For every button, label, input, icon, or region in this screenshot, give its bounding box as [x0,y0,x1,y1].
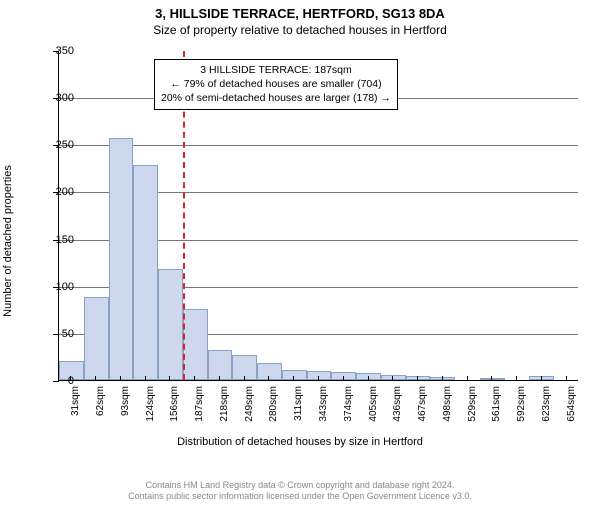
x-tick-label: 529sqm [467,386,478,431]
y-tick-label: 250 [44,139,74,151]
annotation-line: 3 HILLSIDE TERRACE: 187sqm [161,63,391,77]
histogram-bar [529,376,554,380]
x-tick-label: 218sqm [219,386,230,431]
histogram-bar [356,373,381,380]
chart-container: Number of detached properties 3 HILLSIDE… [0,46,600,436]
histogram-bar [183,309,208,380]
y-tick-label: 150 [44,234,74,246]
histogram-bar [331,372,356,380]
x-tick-label: 467sqm [417,386,428,431]
x-tick-label: 561sqm [491,386,502,431]
histogram-bar [232,355,257,380]
page-title: 3, HILLSIDE TERRACE, HERTFORD, SG13 8DA [0,6,600,21]
histogram-bar [84,297,109,380]
x-tick-label: 592sqm [516,386,527,431]
x-tick-label: 280sqm [268,386,279,431]
x-tick-label: 405sqm [368,386,379,431]
y-tick-label: 200 [44,186,74,198]
x-tick-label: 374sqm [343,386,354,431]
x-tick-label: 343sqm [318,386,329,431]
y-axis-label: Number of detached properties [2,165,14,317]
histogram-bar [133,165,158,380]
x-tick-label: 654sqm [566,386,577,431]
footer-line-2: Contains public sector information licen… [0,491,600,502]
annotation-line: 20% of semi-detached houses are larger (… [161,91,391,105]
y-tick-label: 100 [44,281,74,293]
y-tick-label: 300 [44,92,74,104]
x-tick-label: 62sqm [95,386,106,431]
histogram-bar [158,269,183,380]
x-axis-label: Distribution of detached houses by size … [0,436,600,448]
y-tick-label: 350 [44,45,74,57]
gridline [59,145,578,146]
footer-attribution: Contains HM Land Registry data © Crown c… [0,480,600,503]
x-tick-label: 187sqm [194,386,205,431]
y-tick-label: 50 [44,328,74,340]
histogram-bar [257,363,282,380]
x-tick-label: 93sqm [120,386,131,431]
x-tick-label: 623sqm [541,386,552,431]
x-tick-label: 311sqm [293,386,304,431]
x-tick-label: 436sqm [392,386,403,431]
footer-line-1: Contains HM Land Registry data © Crown c… [0,480,600,491]
plot-area: 3 HILLSIDE TERRACE: 187sqm← 79% of detac… [58,51,578,381]
annotation-box: 3 HILLSIDE TERRACE: 187sqm← 79% of detac… [154,59,398,110]
x-tick-label: 156sqm [169,386,180,431]
histogram-bar [430,377,455,380]
histogram-bar [208,350,233,380]
x-tick-label: 498sqm [442,386,453,431]
x-tick-label: 124sqm [145,386,156,431]
annotation-line: ← 79% of detached houses are smaller (70… [161,77,391,91]
x-tick-label: 249sqm [244,386,255,431]
x-tick-label: 31sqm [70,386,81,431]
histogram-bar [109,138,134,380]
page-subtitle: Size of property relative to detached ho… [0,23,600,37]
